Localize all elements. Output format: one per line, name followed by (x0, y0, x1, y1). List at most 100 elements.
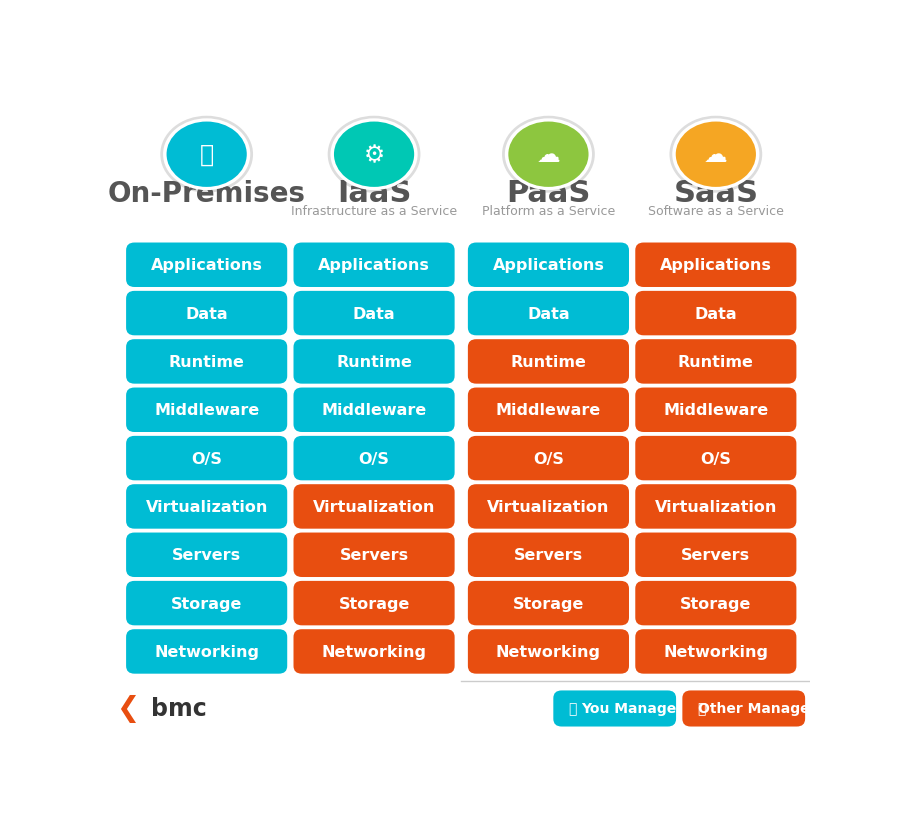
FancyBboxPatch shape (126, 388, 287, 432)
Text: Networking: Networking (154, 645, 259, 659)
FancyBboxPatch shape (635, 388, 796, 432)
FancyBboxPatch shape (635, 630, 796, 674)
FancyBboxPatch shape (468, 630, 629, 674)
Text: Virtualization: Virtualization (313, 499, 436, 514)
FancyBboxPatch shape (468, 581, 629, 625)
Text: Middleware: Middleware (154, 403, 259, 418)
Text: Applications: Applications (660, 258, 772, 273)
Text: 🖥: 🖥 (200, 143, 213, 167)
Text: SaaS: SaaS (673, 179, 759, 208)
FancyBboxPatch shape (126, 436, 287, 481)
Text: Other Manages: Other Manages (698, 701, 818, 716)
Text: On-Premises: On-Premises (108, 180, 306, 207)
Text: O/S: O/S (533, 451, 564, 466)
Text: Infrastructure as a Service: Infrastructure as a Service (291, 205, 457, 218)
FancyBboxPatch shape (293, 630, 454, 674)
FancyBboxPatch shape (468, 388, 629, 432)
FancyBboxPatch shape (293, 436, 454, 481)
Ellipse shape (160, 116, 253, 193)
FancyBboxPatch shape (126, 339, 287, 385)
FancyBboxPatch shape (635, 533, 796, 578)
FancyBboxPatch shape (468, 339, 629, 385)
FancyBboxPatch shape (126, 533, 287, 578)
Text: bmc: bmc (151, 696, 207, 721)
FancyBboxPatch shape (293, 485, 454, 529)
Ellipse shape (505, 120, 592, 191)
FancyBboxPatch shape (126, 292, 287, 336)
Text: Servers: Servers (514, 548, 583, 563)
Text: Runtime: Runtime (678, 354, 754, 370)
Ellipse shape (166, 122, 247, 187)
Ellipse shape (508, 122, 589, 187)
Text: Storage: Storage (338, 596, 410, 611)
Text: Servers: Servers (681, 548, 751, 563)
FancyBboxPatch shape (126, 485, 287, 529)
FancyBboxPatch shape (293, 388, 454, 432)
Text: Applications: Applications (492, 258, 605, 273)
FancyBboxPatch shape (468, 243, 629, 288)
Ellipse shape (328, 116, 420, 193)
Text: Networking: Networking (663, 645, 769, 659)
Text: O/S: O/S (191, 451, 222, 466)
Text: ☁: ☁ (536, 143, 560, 167)
Text: Middleware: Middleware (321, 403, 427, 418)
FancyBboxPatch shape (293, 339, 454, 385)
Text: Middleware: Middleware (496, 403, 601, 418)
FancyBboxPatch shape (293, 292, 454, 336)
FancyBboxPatch shape (468, 436, 629, 481)
Text: Platform as a Service: Platform as a Service (482, 205, 615, 218)
Text: Middleware: Middleware (663, 403, 769, 418)
Ellipse shape (670, 116, 762, 193)
Text: Applications: Applications (318, 258, 430, 273)
Text: Data: Data (353, 306, 395, 321)
Text: Storage: Storage (513, 596, 584, 611)
FancyBboxPatch shape (554, 691, 676, 726)
FancyBboxPatch shape (293, 533, 454, 578)
Ellipse shape (330, 120, 418, 191)
Ellipse shape (502, 116, 595, 193)
Text: Storage: Storage (680, 596, 752, 611)
FancyBboxPatch shape (126, 630, 287, 674)
FancyBboxPatch shape (682, 691, 806, 726)
Text: Storage: Storage (171, 596, 242, 611)
Text: O/S: O/S (358, 451, 390, 466)
Text: Software as a Service: Software as a Service (648, 205, 784, 218)
FancyBboxPatch shape (635, 243, 796, 288)
Text: Virtualization: Virtualization (487, 499, 609, 514)
FancyBboxPatch shape (293, 581, 454, 625)
FancyBboxPatch shape (635, 436, 796, 481)
Text: ⚙: ⚙ (364, 143, 384, 167)
Text: Data: Data (527, 306, 570, 321)
FancyBboxPatch shape (635, 339, 796, 385)
Text: 👍: 👍 (569, 701, 577, 716)
Text: Applications: Applications (150, 258, 263, 273)
Text: Runtime: Runtime (168, 354, 245, 370)
Text: 🔁: 🔁 (698, 701, 706, 716)
Text: Runtime: Runtime (336, 354, 412, 370)
Text: Servers: Servers (339, 548, 409, 563)
FancyBboxPatch shape (293, 243, 454, 288)
Text: Networking: Networking (321, 645, 427, 659)
Text: Runtime: Runtime (510, 354, 587, 370)
Text: Data: Data (695, 306, 737, 321)
FancyBboxPatch shape (468, 485, 629, 529)
FancyBboxPatch shape (635, 485, 796, 529)
Text: Virtualization: Virtualization (654, 499, 777, 514)
Ellipse shape (676, 122, 756, 187)
Text: ❮: ❮ (116, 695, 140, 722)
FancyBboxPatch shape (468, 533, 629, 578)
Text: O/S: O/S (700, 451, 732, 466)
Text: ☁: ☁ (704, 143, 727, 167)
FancyBboxPatch shape (635, 581, 796, 625)
Text: Data: Data (185, 306, 228, 321)
Ellipse shape (334, 122, 414, 187)
FancyBboxPatch shape (635, 292, 796, 336)
Text: Virtualization: Virtualization (146, 499, 268, 514)
Text: IaaS: IaaS (337, 179, 411, 208)
Text: Networking: Networking (496, 645, 601, 659)
Text: PaaS: PaaS (506, 179, 590, 208)
FancyBboxPatch shape (126, 581, 287, 625)
Text: You Manage: You Manage (581, 701, 677, 716)
Ellipse shape (672, 120, 760, 191)
Ellipse shape (163, 120, 250, 191)
